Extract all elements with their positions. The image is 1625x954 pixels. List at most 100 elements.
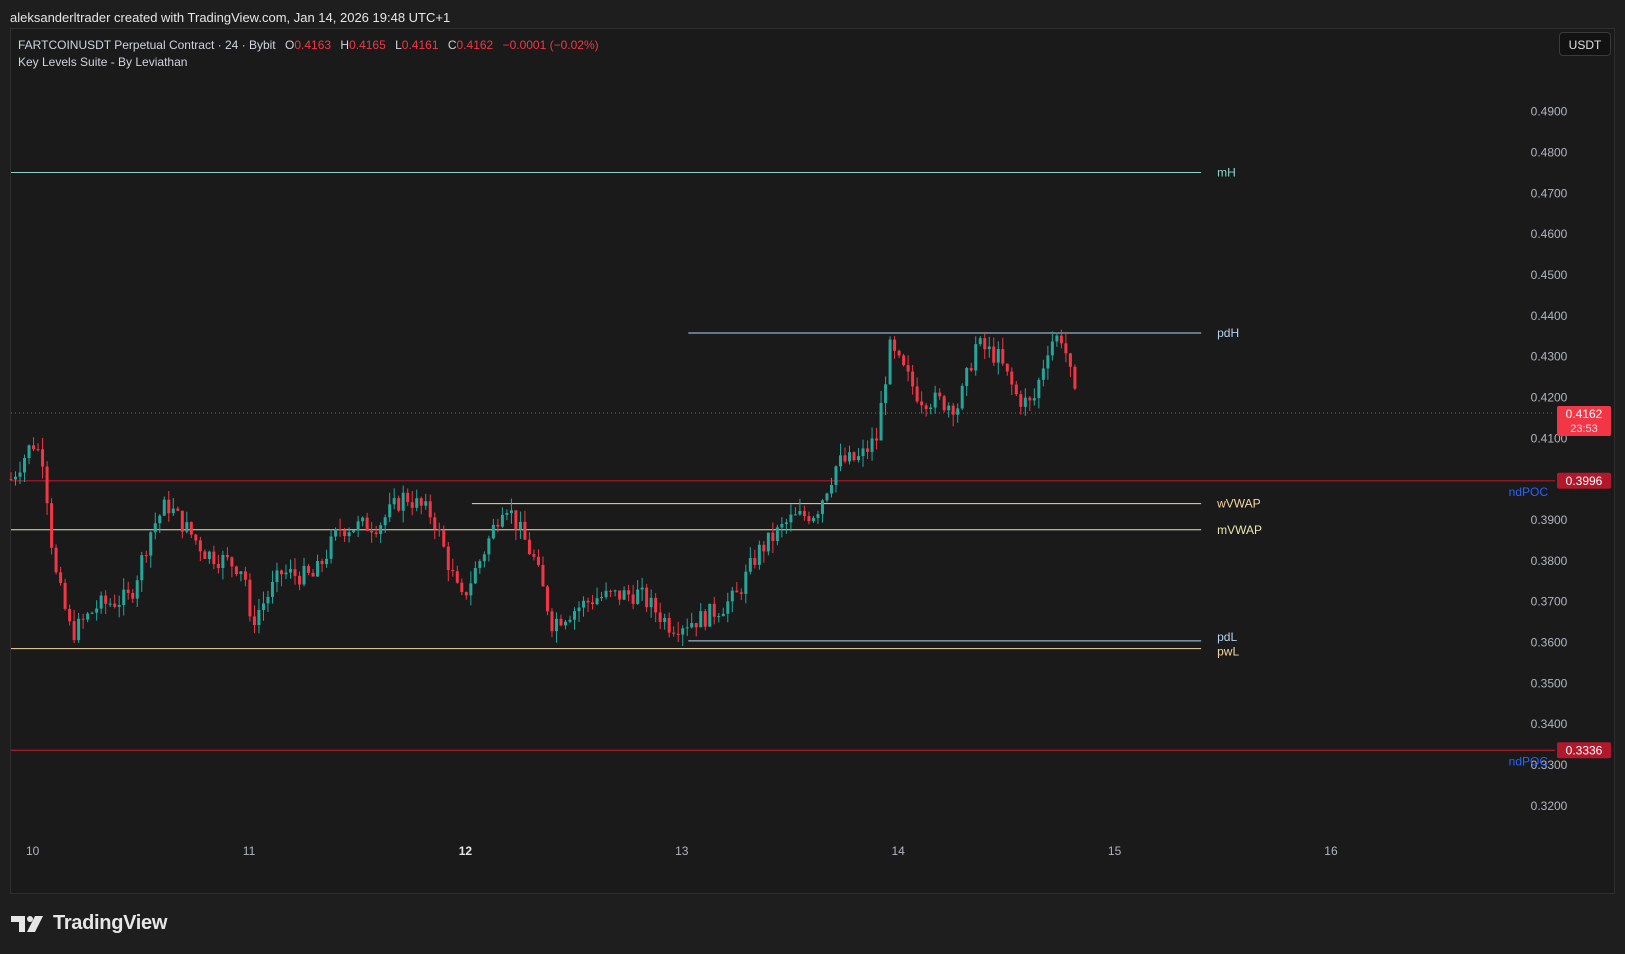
candle-body (460, 582, 464, 593)
footer (0, 894, 1625, 954)
candle-body (509, 510, 513, 514)
candle-body (284, 572, 288, 575)
candle-body (843, 455, 847, 462)
candle-body (437, 529, 441, 531)
level-label-pwL: pwL (1217, 645, 1239, 659)
countdown-label: 23:53 (1570, 423, 1598, 435)
open-label: O (285, 38, 295, 52)
candle-body (766, 532, 770, 552)
level-label-pdL: pdL (1217, 630, 1237, 644)
change-value: −0.0001 (−0.02%) (502, 38, 599, 52)
candle-body (117, 604, 121, 607)
candle-body (762, 544, 766, 552)
candle-body (536, 556, 540, 566)
candle-body (365, 517, 369, 531)
candle-body (298, 575, 302, 585)
x-tick-label: 14 (892, 844, 906, 858)
candle-body (392, 498, 396, 505)
candle-body (451, 569, 455, 572)
candle-body (703, 611, 707, 627)
candle-body (622, 590, 626, 600)
candle-body (825, 493, 829, 501)
x-tick-label: 11 (243, 844, 256, 858)
candle-body (122, 589, 126, 605)
candle-body (947, 405, 951, 411)
candle-body (401, 492, 405, 511)
candle-body (198, 540, 202, 552)
candle-body (834, 466, 838, 485)
candle-body (807, 516, 811, 522)
candle-body (95, 608, 99, 613)
candle-body (906, 365, 910, 372)
candle-body (225, 554, 229, 558)
candle-body (591, 602, 595, 605)
indicator-legend[interactable]: Key Levels Suite - By Leviathan (18, 55, 188, 69)
candle-body (45, 466, 49, 504)
candle-body (433, 517, 437, 530)
candle-body (884, 384, 888, 403)
candle-body (428, 501, 432, 518)
candle-body (248, 579, 252, 617)
candle-body (424, 501, 428, 506)
candle-body (1068, 353, 1072, 367)
candle-body (744, 571, 748, 594)
level-label-wVWAP: wVWAP (1216, 497, 1261, 511)
candle-body (554, 618, 558, 632)
candle-body (550, 611, 554, 632)
candle-body (482, 554, 486, 562)
candle-body (325, 558, 329, 565)
candle-body (577, 607, 581, 612)
candle-body (59, 572, 63, 583)
candle-body (379, 525, 383, 534)
x-tick-label: 13 (675, 844, 689, 858)
candle-body (604, 590, 608, 598)
candle-body (748, 558, 752, 572)
candle-body (969, 367, 973, 371)
candle-body (532, 554, 536, 557)
y-tick-label: 0.3800 (1531, 554, 1568, 568)
ndpoc-label: ndPOC (1509, 754, 1549, 768)
candle-body (829, 484, 833, 494)
candle-body (1010, 371, 1014, 385)
candle-body (212, 551, 216, 565)
x-tick-label: 16 (1324, 844, 1338, 858)
candle-body (41, 449, 45, 467)
candle-body (261, 603, 265, 610)
candle-body (500, 514, 504, 527)
candle-body (753, 558, 757, 565)
y-tick-label: 0.3400 (1531, 717, 1568, 731)
candle-body (126, 589, 130, 593)
currency-button[interactable]: USDT (1559, 32, 1611, 56)
brand-text: TradingView (53, 912, 168, 934)
candle-body (523, 521, 527, 540)
level-label-mVWAP: mVWAP (1217, 523, 1262, 537)
candle-body (50, 503, 54, 548)
last-price-label: 0.4162 (1566, 407, 1603, 421)
candle-body (1019, 394, 1023, 407)
symbol-title[interactable]: FARTCOINUSDT Perpetual Contract · 24 · B… (18, 38, 276, 52)
candle-body (1028, 397, 1032, 401)
x-tick-label: 12 (459, 844, 473, 858)
candle-body (158, 515, 162, 524)
candle-body (1055, 335, 1059, 342)
candle-body (667, 617, 671, 633)
candle-body (496, 524, 500, 527)
candle-body (866, 448, 870, 452)
level-label-pdH: pdH (1217, 326, 1239, 340)
candle-body (978, 338, 982, 345)
candle-body (636, 589, 640, 604)
y-tick-label: 0.4600 (1531, 227, 1568, 241)
candle-body (32, 445, 36, 450)
candle-body (816, 514, 820, 518)
candle-body (685, 627, 689, 629)
candle-body (68, 608, 72, 622)
candle-body (347, 532, 351, 537)
y-tick-label: 0.4500 (1531, 268, 1568, 282)
candle-body (352, 530, 356, 533)
candle-body (252, 616, 256, 626)
candle-body (676, 633, 680, 635)
candle-body (135, 580, 139, 599)
candle-body (672, 632, 676, 634)
candle-body (631, 594, 635, 604)
